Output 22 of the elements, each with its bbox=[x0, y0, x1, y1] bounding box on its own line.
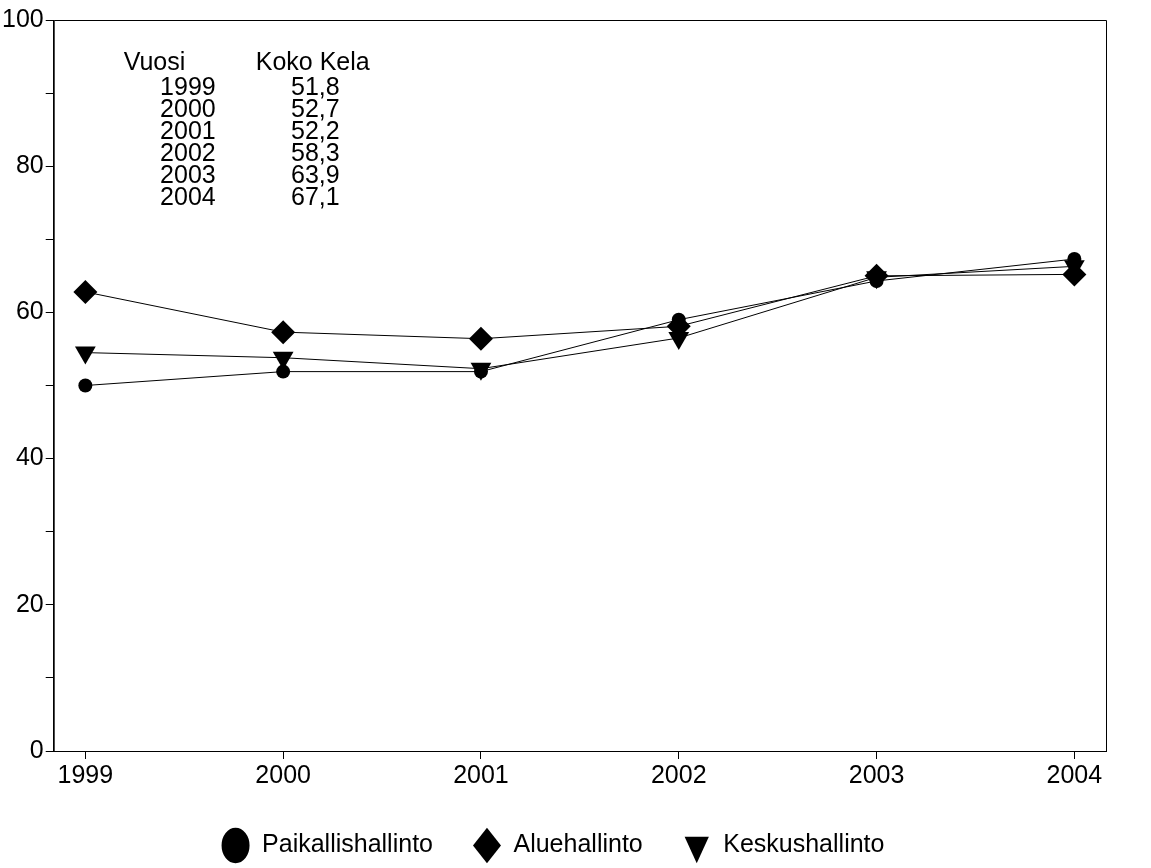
y-tick-label: 20 bbox=[15, 588, 44, 617]
legend-label: Keskushallinto bbox=[723, 829, 885, 858]
x-tick-label: 2001 bbox=[453, 759, 509, 788]
annotation: Vuosi bbox=[123, 47, 186, 75]
legend-label: Paikallishallinto bbox=[262, 829, 433, 858]
point bbox=[73, 279, 98, 304]
legend-label: Aluehallinto bbox=[513, 829, 643, 858]
x-tick-label: 2004 bbox=[1046, 759, 1103, 788]
point bbox=[276, 364, 291, 379]
point bbox=[271, 320, 296, 345]
y-tick-label: 100 bbox=[1, 3, 44, 32]
y-tick-label: 60 bbox=[15, 296, 44, 325]
y-tick-label: 40 bbox=[15, 442, 44, 471]
point bbox=[78, 378, 93, 393]
x-tick-label: 2000 bbox=[255, 759, 311, 788]
x-tick-label: 2002 bbox=[650, 759, 707, 788]
y-tick-label: 80 bbox=[15, 150, 44, 179]
point bbox=[468, 326, 493, 351]
x-tick-label: 2003 bbox=[848, 759, 905, 788]
x-tick-label: 1999 bbox=[57, 759, 114, 788]
y-tick-label: 0 bbox=[29, 734, 44, 763]
annotation: Koko Kela bbox=[255, 47, 370, 75]
